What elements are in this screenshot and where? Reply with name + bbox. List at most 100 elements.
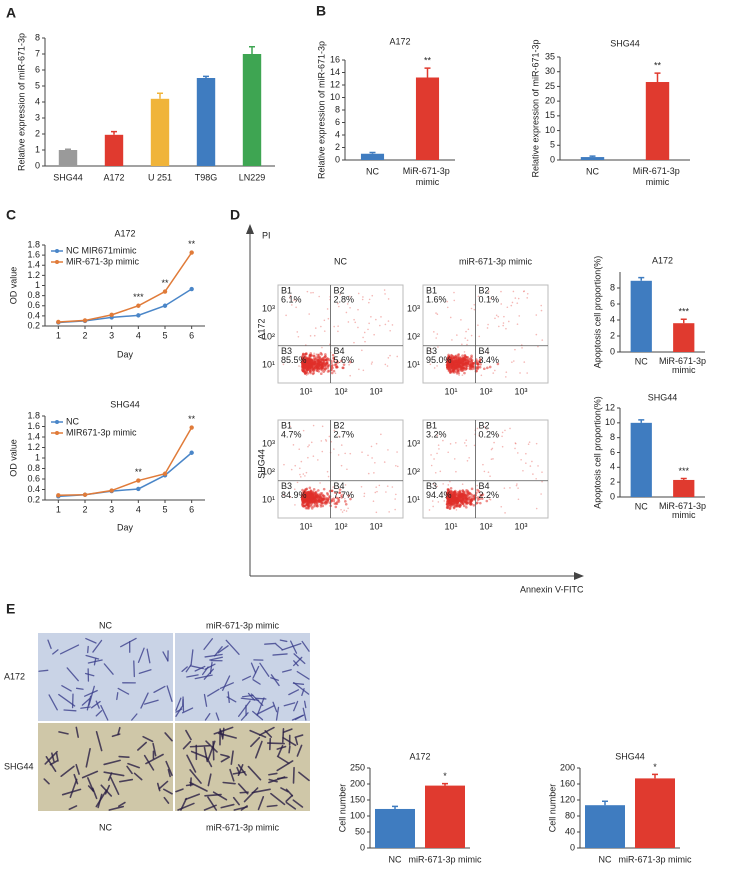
event-dot bbox=[313, 352, 315, 355]
annotation: ** bbox=[188, 414, 196, 424]
event-dot bbox=[494, 369, 496, 372]
chart-title: SHG44 bbox=[615, 751, 645, 761]
event-dot bbox=[531, 460, 533, 463]
event-dot bbox=[477, 324, 479, 326]
event-dot bbox=[332, 357, 336, 360]
cell bbox=[175, 697, 182, 711]
y-tick-label: 0.4 bbox=[27, 484, 40, 494]
event-dot bbox=[436, 313, 439, 315]
significance: * bbox=[653, 762, 657, 772]
event-dot bbox=[305, 368, 309, 372]
event-dot bbox=[289, 297, 291, 299]
event-dot bbox=[461, 343, 463, 346]
data-point bbox=[136, 478, 141, 483]
event-dot bbox=[360, 485, 363, 488]
event-dot bbox=[503, 315, 505, 318]
event-dot bbox=[462, 368, 465, 371]
y-tick-label: 10³ bbox=[407, 303, 420, 313]
cell bbox=[215, 712, 220, 721]
data-point bbox=[56, 319, 61, 325]
event-dot bbox=[472, 503, 476, 507]
event-dot bbox=[463, 358, 465, 360]
event-dot bbox=[316, 353, 319, 357]
series-line bbox=[58, 252, 193, 323]
event-dot bbox=[529, 465, 532, 467]
cell bbox=[258, 726, 275, 736]
event-dot bbox=[364, 340, 366, 343]
event-dot bbox=[357, 326, 359, 329]
cell bbox=[182, 740, 192, 750]
event-dot bbox=[452, 492, 455, 495]
event-dot bbox=[312, 354, 316, 358]
event-dot bbox=[436, 365, 438, 367]
event-dot bbox=[338, 491, 342, 495]
event-dot bbox=[292, 444, 295, 446]
event-dot bbox=[480, 374, 483, 377]
arrow-head bbox=[246, 224, 254, 234]
event-dot bbox=[470, 359, 473, 363]
event-dot bbox=[312, 369, 316, 372]
y-tick-label: 1.4 bbox=[27, 431, 40, 441]
event-dot bbox=[467, 328, 470, 331]
event-dot bbox=[307, 504, 311, 507]
event-dot bbox=[305, 361, 308, 365]
event-dot bbox=[461, 360, 465, 364]
event-dot bbox=[383, 289, 386, 291]
quadrant-percent: 6.1% bbox=[281, 294, 302, 304]
x-tick-label: 10¹ bbox=[299, 521, 312, 531]
column-label: NC bbox=[99, 620, 112, 630]
cell bbox=[47, 639, 52, 650]
event-dot bbox=[489, 498, 492, 501]
legend-label: MiR-671-3p mimic bbox=[66, 256, 140, 266]
y-tick-label: 10² bbox=[262, 331, 275, 341]
annotation: ** bbox=[188, 239, 196, 249]
cell bbox=[204, 793, 222, 797]
y-tick-label: 12 bbox=[605, 402, 615, 412]
micrograph bbox=[38, 633, 173, 721]
quadrant-percent: 7.7% bbox=[334, 490, 355, 500]
event-dot bbox=[314, 369, 317, 372]
event-dot bbox=[535, 477, 537, 480]
event-dot bbox=[532, 473, 534, 475]
event-dot bbox=[300, 460, 303, 463]
event-dot bbox=[310, 441, 313, 444]
cell bbox=[81, 770, 99, 779]
event-dot bbox=[484, 351, 487, 353]
cell bbox=[203, 693, 208, 707]
event-dot bbox=[314, 500, 318, 504]
cell bbox=[103, 759, 121, 766]
event-dot bbox=[350, 491, 353, 494]
event-dot bbox=[337, 454, 340, 456]
event-dot bbox=[453, 366, 457, 370]
event-dot bbox=[320, 353, 323, 356]
event-dot bbox=[304, 364, 306, 366]
y-tick-label: 150 bbox=[350, 794, 365, 804]
event-dot bbox=[447, 484, 450, 486]
event-dot bbox=[326, 493, 330, 496]
event-dot bbox=[343, 509, 345, 512]
y-tick-label: 4 bbox=[610, 314, 615, 324]
event-dot bbox=[476, 484, 479, 487]
x-tick-label: miR-671-3p mimic bbox=[408, 854, 482, 864]
y-tick-label: 4 bbox=[35, 96, 40, 106]
event-dot bbox=[514, 348, 516, 351]
event-dot bbox=[387, 320, 390, 322]
quadrant-percent: 5.6% bbox=[334, 355, 355, 365]
event-dot bbox=[313, 367, 316, 370]
bar bbox=[425, 785, 465, 848]
event-dot bbox=[497, 434, 500, 437]
cell bbox=[293, 700, 299, 712]
event-dot bbox=[501, 431, 504, 434]
event-dot bbox=[461, 502, 465, 506]
cell bbox=[117, 726, 121, 736]
cell bbox=[292, 682, 305, 685]
event-dot bbox=[308, 486, 312, 490]
y-tick-label: 0 bbox=[570, 842, 575, 852]
event-dot bbox=[324, 353, 327, 356]
event-dot bbox=[504, 429, 506, 432]
event-dot bbox=[317, 489, 320, 492]
quadrant-name: B4 bbox=[334, 481, 345, 491]
event-dot bbox=[505, 327, 507, 330]
cell bbox=[204, 663, 216, 670]
event-dot bbox=[302, 501, 305, 504]
